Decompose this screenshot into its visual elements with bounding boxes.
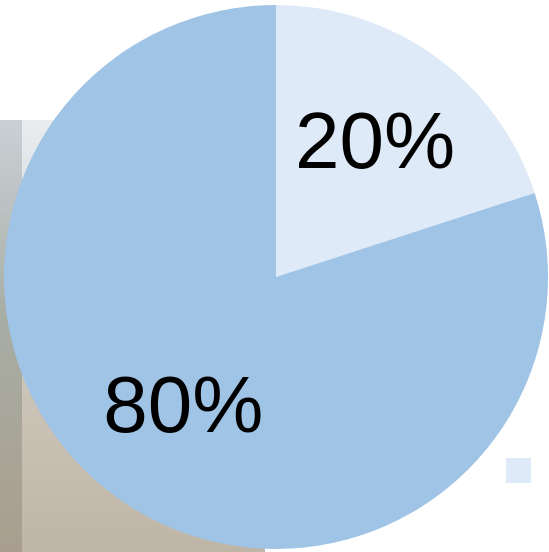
legend [506,458,543,483]
pie-slice-0 [276,5,535,277]
legend-swatch [506,458,531,483]
pie-slice-1 [3,5,548,549]
pie-slice-label-1: 80% [103,360,263,449]
pie-slice-label-0: 20% [295,96,455,185]
